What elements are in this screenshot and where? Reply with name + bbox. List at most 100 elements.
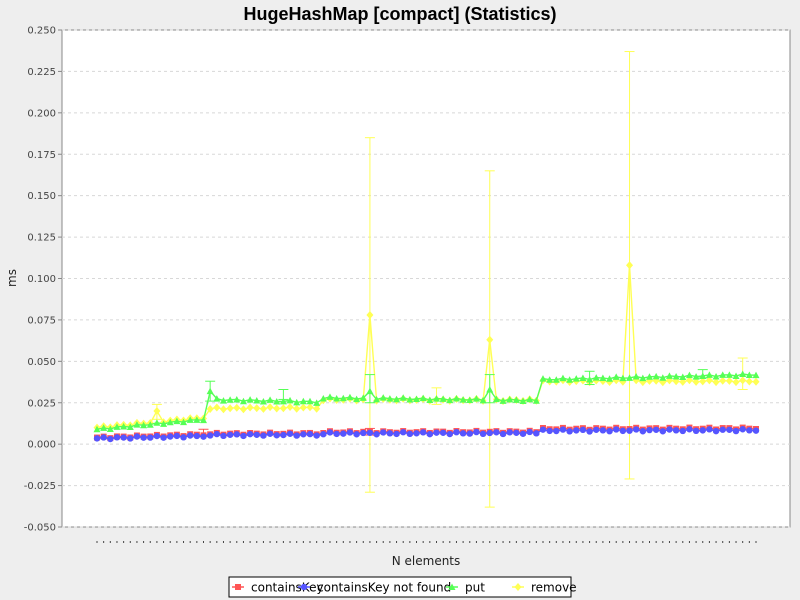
data-point [699, 377, 707, 386]
data-point [300, 431, 307, 438]
data-point [439, 429, 447, 436]
data-point [699, 427, 706, 434]
data-point [313, 432, 320, 439]
data-point [699, 372, 707, 379]
data-point [473, 428, 480, 436]
data-point [732, 378, 740, 387]
data-point [273, 404, 281, 413]
data-point [259, 404, 267, 413]
data-point [553, 427, 560, 435]
data-point [193, 432, 201, 440]
data-point [685, 371, 693, 379]
data-point [512, 396, 520, 403]
data-point [180, 418, 188, 426]
data-point [253, 404, 261, 413]
data-point [333, 394, 341, 402]
data-point [219, 405, 227, 414]
data-point [706, 426, 713, 433]
y-tick-label: -0.050 [24, 523, 56, 534]
data-point [373, 395, 381, 403]
data-point [279, 404, 287, 413]
data-point [685, 376, 693, 385]
y-axis-label: ms [5, 269, 19, 287]
x-axis-label: N elements [392, 554, 461, 568]
data-point [612, 373, 620, 380]
legend-marker [514, 583, 522, 591]
data-point [533, 430, 540, 437]
legend-marker [235, 584, 241, 590]
y-tick-label: 0.100 [27, 274, 56, 285]
data-point [466, 430, 473, 437]
data-point [353, 395, 361, 403]
series-line [96, 426, 757, 439]
data-point [593, 426, 600, 433]
data-point [579, 374, 587, 381]
data-point [299, 397, 307, 405]
data-point [486, 335, 494, 344]
data-point [206, 387, 214, 395]
data-point [419, 394, 427, 402]
series-line [96, 373, 757, 430]
data-point [306, 430, 314, 438]
legend-label: remove [531, 581, 577, 595]
data-point [752, 371, 760, 379]
data-point [546, 427, 553, 435]
data-point [632, 426, 640, 433]
data-point [519, 397, 527, 404]
data-point [546, 376, 554, 383]
data-point [266, 430, 274, 437]
data-point [246, 396, 254, 403]
data-point [692, 373, 700, 380]
data-point [626, 427, 633, 434]
data-point [360, 429, 367, 437]
y-tick-label: 0.200 [27, 108, 56, 119]
data-point [472, 395, 480, 402]
data-point [606, 375, 614, 382]
data-point [499, 430, 507, 438]
data-point [499, 397, 507, 404]
data-point [293, 404, 301, 413]
data-point [226, 431, 234, 438]
series-containskey-not-found [93, 426, 760, 443]
legend-item: containsKey [232, 581, 324, 595]
data-point [453, 428, 460, 436]
data-point [160, 420, 168, 427]
data-point [246, 403, 254, 412]
data-point [306, 397, 314, 405]
data-point [253, 396, 261, 404]
series-layer [93, 51, 760, 508]
data-point [686, 426, 693, 433]
data-point [340, 430, 347, 437]
data-point [393, 430, 400, 438]
data-point [639, 374, 647, 382]
grid [62, 29, 790, 528]
data-point [426, 430, 434, 438]
data-point [626, 261, 634, 270]
data-point [353, 431, 360, 438]
data-point [566, 376, 574, 383]
y-tick-label: 0.075 [27, 315, 56, 326]
y-tick-label: 0.000 [27, 440, 56, 451]
data-point [752, 427, 760, 434]
data-point [739, 370, 747, 378]
data-point [712, 378, 720, 387]
data-point [107, 435, 114, 443]
data-point [200, 416, 208, 424]
legend-box [228, 576, 572, 598]
data-point [613, 426, 620, 433]
data-point [745, 377, 753, 386]
data-point [586, 375, 594, 383]
data-point [233, 395, 241, 403]
data-point [153, 419, 161, 426]
data-point [725, 371, 733, 378]
data-point [746, 427, 753, 434]
data-point [173, 432, 181, 440]
data-point [273, 432, 280, 439]
y-tick-label: 0.125 [27, 233, 56, 244]
data-point [406, 395, 414, 403]
data-point [113, 423, 121, 430]
data-point [127, 435, 134, 442]
data-point [659, 374, 667, 381]
data-point [239, 405, 247, 414]
data-point [519, 430, 527, 437]
